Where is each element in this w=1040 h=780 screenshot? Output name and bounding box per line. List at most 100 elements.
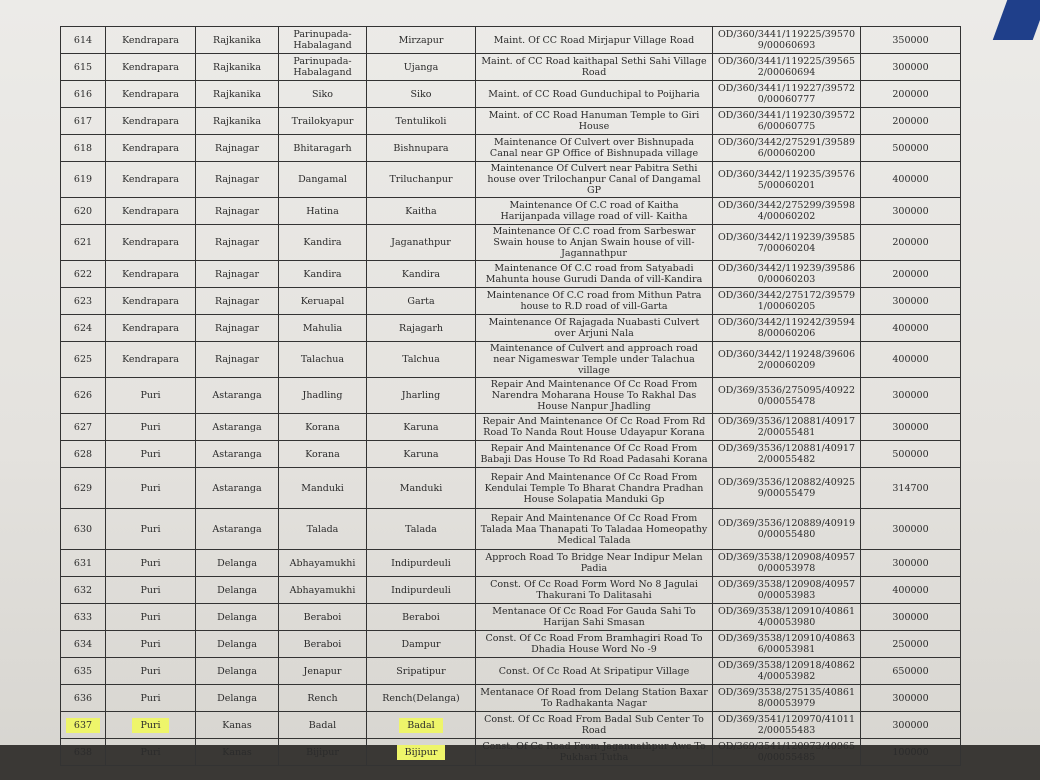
- village-cell: Jaganathpur: [366, 224, 476, 261]
- serial-no: 637: [65, 717, 101, 733]
- work-name-cell: Const. Of Cc Road From Jagannathpur Awc …: [475, 738, 713, 766]
- amount: 400000: [892, 354, 929, 365]
- block-cell: Rajnagar: [195, 260, 279, 288]
- table-row: 623 Kendrapara Rajnagar Keruapal Garta Mainte…: [60, 287, 961, 315]
- amount-cell: 300000: [860, 53, 961, 81]
- work-id: OD/369/3538/120910/408614/00053980: [717, 606, 855, 628]
- amount-cell: 200000: [860, 107, 961, 135]
- gram-panchayat-cell: Bhitaragarh: [278, 134, 367, 162]
- work-name: Const. Of Cc Road Form Word No 8 Jagulai…: [490, 579, 698, 601]
- village: Bishnupara: [393, 142, 449, 154]
- work-name-cell: Repair And Maintenance Of Cc Road From N…: [475, 377, 713, 414]
- serial-no-cell: 626: [60, 377, 106, 414]
- serial-no-cell: 632: [60, 576, 106, 604]
- amount: 400000: [892, 584, 929, 596]
- gram-panchayat-cell: Korana: [278, 440, 367, 468]
- village: Tentulikoli: [395, 115, 447, 127]
- work-name: Maintenance Of C.C road from Satyabadi M…: [485, 263, 703, 285]
- village-cell: Bishnupara: [366, 134, 476, 162]
- amount: 400000: [892, 174, 929, 185]
- work-name: Maintenance of Culvert and approach road…: [490, 343, 698, 376]
- village-cell: Indipurdeuli: [366, 549, 476, 577]
- village-cell: Karuna: [366, 440, 476, 468]
- serial-no: 617: [73, 115, 93, 127]
- serial-no-cell: 635: [60, 657, 106, 685]
- amount-cell: 300000: [860, 377, 961, 414]
- gram-panchayat: Korana: [305, 421, 340, 433]
- village: Bijipur: [396, 744, 446, 760]
- village-cell: Indipurdeuli: [366, 576, 476, 604]
- serial-no: 618: [73, 142, 93, 154]
- work-name-cell: Maintenance Of C.C road from Mithun Patr…: [475, 287, 713, 315]
- serial-no-cell: 629: [60, 467, 106, 509]
- work-id: OD/369/3536/120881/409172/00055481: [717, 416, 855, 438]
- table-row: 626 Puri Astaranga Jhadling Jharling Repair A…: [60, 377, 961, 414]
- district-cell: Kendrapara: [105, 224, 196, 261]
- block-cell: Rajkanika: [195, 80, 279, 108]
- table-row: 631 Puri Delanga Abhayamukhi Indipurdeuli App…: [60, 549, 961, 577]
- village: Indipurdeuli: [391, 557, 451, 569]
- work-name: Repair And Maintenance Of Cc Road From T…: [480, 512, 708, 546]
- block-cell: Rajnagar: [195, 134, 279, 162]
- district-cell: Puri: [105, 576, 196, 604]
- district-cell: Puri: [105, 467, 196, 509]
- work-id-cell: OD/360/3442/119248/396062/00060209: [712, 341, 861, 378]
- gram-panchayat: Hatina: [306, 205, 339, 217]
- gram-panchayat-cell: Dangamal: [278, 161, 367, 198]
- serial-no-cell: 627: [60, 413, 106, 441]
- district-cell: Kendrapara: [105, 80, 196, 108]
- amount: 200000: [892, 88, 929, 100]
- amount: 300000: [892, 692, 929, 704]
- gram-panchayat-cell: Beraboi: [278, 630, 367, 658]
- table-row: 614 Kendrapara Rajkanika Parinupada-Habalag…: [60, 26, 961, 54]
- block-cell: Kanas: [195, 711, 279, 739]
- gram-panchayat: Manduki: [301, 482, 344, 494]
- gram-panchayat-cell: Badal: [278, 711, 367, 739]
- work-id-cell: OD/360/3441/119225/395709/00060693: [712, 26, 861, 54]
- serial-no: 638: [73, 746, 93, 758]
- block: Rajnagar: [214, 174, 260, 185]
- gram-panchayat: Abhayamukhi: [289, 557, 356, 569]
- block: Astaranga: [212, 421, 262, 433]
- amount: 300000: [892, 611, 929, 623]
- block: Delanga: [217, 557, 257, 569]
- serial-no: 630: [73, 523, 93, 535]
- work-name-cell: Const. Of Cc Road Form Word No 8 Jagulai…: [475, 576, 713, 604]
- serial-no-cell: 636: [60, 684, 106, 712]
- serial-no: 621: [73, 237, 93, 248]
- work-id: OD/369/3538/120908/409570/00053983: [717, 579, 855, 601]
- work-id-cell: OD/360/3442/119242/395948/00060206: [712, 314, 861, 342]
- village: Karuna: [403, 448, 439, 460]
- serial-no-cell: 631: [60, 549, 106, 577]
- table-row: 632 Puri Delanga Abhayamukhi Indipurdeuli Con…: [60, 576, 961, 604]
- amount: 300000: [892, 61, 929, 73]
- work-name-cell: Maint. Of CC Road Mirjapur Village Road: [475, 26, 713, 54]
- block: Rajkanika: [213, 34, 261, 46]
- work-id: OD/360/3442/275299/395984/00060202: [717, 200, 855, 222]
- amount: 350000: [892, 34, 929, 46]
- gram-panchayat: Parinupada-Habalagand: [293, 56, 352, 78]
- gram-panchayat: Talada: [306, 523, 339, 535]
- work-name: Maintenance Of C.C road from Mithun Patr…: [486, 290, 702, 312]
- village-cell: Dampur: [366, 630, 476, 658]
- gram-panchayat: Rench: [307, 692, 338, 704]
- work-name: Const. Of Cc Road From Bramhagiri Road T…: [485, 633, 703, 655]
- work-name-cell: Const. Of Cc Road From Badal Sub Center …: [475, 711, 713, 739]
- work-id: OD/360/3442/119239/395857/00060204: [717, 231, 855, 254]
- amount: 300000: [892, 523, 929, 535]
- gram-panchayat: Mahulia: [302, 322, 343, 334]
- block-cell: Delanga: [195, 684, 279, 712]
- gram-panchayat: Siko: [311, 88, 334, 100]
- district: Kendrapara: [122, 61, 179, 73]
- serial-no: 628: [73, 448, 93, 460]
- village: Rench(Delanga): [382, 692, 460, 704]
- district-cell: Puri: [105, 508, 196, 550]
- block: Delanga: [217, 665, 257, 677]
- work-name-cell: Maint. of CC Road Hanuman Temple to Giri…: [475, 107, 713, 135]
- work-name: Maintenance Of C.C road from Sarbeswar S…: [492, 226, 696, 259]
- work-name: Repair And Maintenance Of Cc Road From B…: [480, 443, 708, 465]
- block: Astaranga: [212, 523, 262, 535]
- serial-no: 636: [73, 692, 93, 704]
- table-row: 619 Kendrapara Rajnagar Dangamal Triluchanpu…: [60, 161, 961, 198]
